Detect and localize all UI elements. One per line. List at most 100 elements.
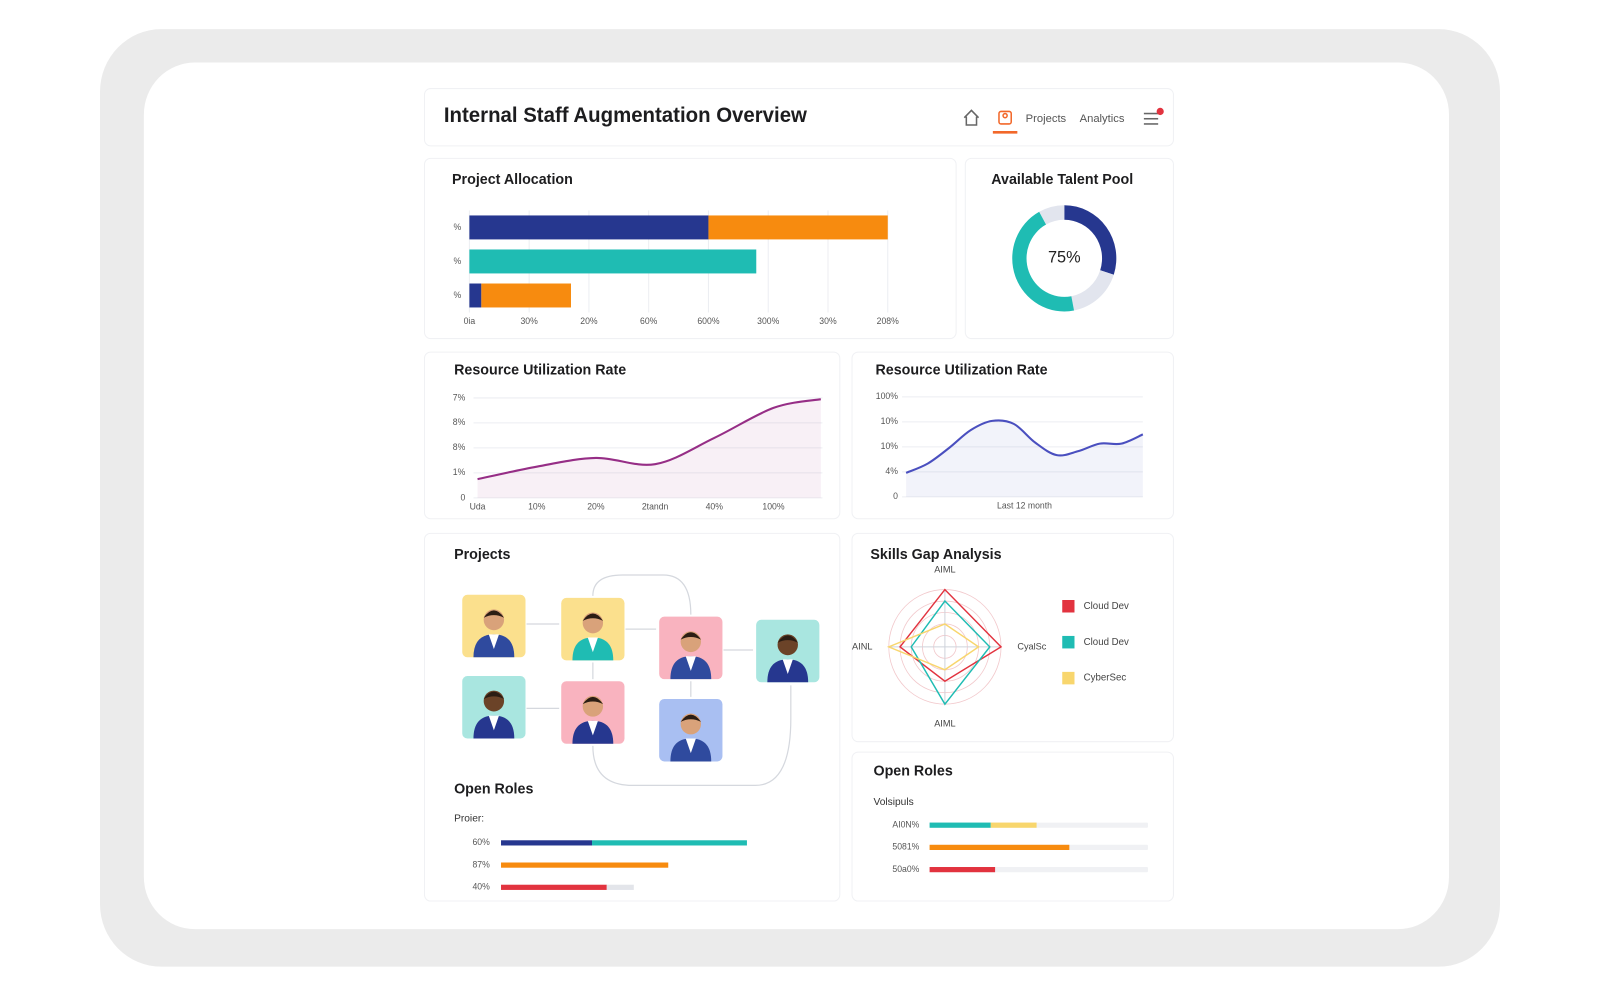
x-tick-label: 300% [757, 316, 779, 326]
bar-segment [469, 249, 757, 274]
legend-label: CyberSec [1084, 673, 1127, 684]
avatar-shirt [488, 634, 499, 649]
category-label: 40% [472, 882, 490, 892]
line-area [477, 399, 821, 498]
avatar-hair [777, 635, 798, 643]
radar-series [898, 588, 1003, 683]
avatar-hair [582, 613, 604, 621]
avatar-shirt [685, 656, 696, 671]
bar-segment [469, 215, 709, 240]
y-tick-label: 10% [881, 416, 899, 426]
card [851, 351, 1174, 520]
x-tick-label: Uda [470, 502, 486, 512]
header-card [423, 88, 1174, 147]
radar-axis-label: AINL [852, 641, 872, 651]
bar-segment [929, 867, 996, 873]
bar-segment [929, 844, 1070, 850]
chart-title: Open Roles [873, 764, 952, 780]
x-tick-label: 208% [877, 316, 899, 326]
bar-segment [501, 840, 593, 846]
avatar-hair [582, 696, 604, 705]
avatar [756, 619, 820, 683]
notification-dot [1156, 107, 1164, 116]
bar-segment [929, 822, 991, 828]
chart-title: Skills Gap Analysis [870, 547, 1001, 563]
donut-center-label: 75% [1048, 249, 1081, 267]
avatar-hair [680, 714, 702, 722]
category-label: 60% [472, 837, 490, 847]
x-tick-label: 20% [580, 316, 598, 326]
profile-icon[interactable] [998, 110, 1012, 125]
page-title: Internal Staff Augmentation Overview [444, 104, 808, 127]
project-flow [526, 574, 792, 787]
chart-title: Resource Utilization Rate [876, 363, 1048, 379]
legend-swatch [1062, 635, 1075, 649]
donut-segment [1071, 270, 1114, 311]
legend-label: Cloud Dev [1084, 637, 1129, 648]
y-tick-label: 0 [893, 491, 898, 501]
avatar-hair [680, 632, 702, 640]
radar-series [910, 599, 991, 706]
card [964, 157, 1174, 340]
section-title: Projects [454, 547, 510, 563]
y-tick-label: 0 [460, 492, 465, 502]
card [851, 532, 1174, 743]
nav-link[interactable]: Projects [1026, 113, 1067, 125]
avatar [659, 616, 723, 680]
bar-segment [501, 884, 607, 890]
category-label: % [454, 290, 462, 300]
menu-icon[interactable] [1143, 112, 1159, 125]
avatar-shirt [488, 715, 499, 731]
avatar-hair [483, 610, 505, 618]
legend-swatch [1062, 600, 1075, 613]
radar-axis-label: AIML [934, 718, 955, 728]
bar-segment [606, 884, 634, 890]
bar-segment [708, 215, 888, 240]
avatar-shirt [782, 659, 793, 674]
x-tick-label: 60% [640, 316, 658, 326]
home-icon[interactable] [963, 109, 980, 126]
radar-axis-label: AIML [934, 564, 955, 574]
radar-series [886, 623, 980, 671]
y-tick-label: 8% [453, 442, 466, 452]
line-area [906, 420, 1143, 497]
y-tick-label: 100% [876, 391, 898, 401]
x-tick-label: 100% [762, 502, 784, 512]
chart-title: Resource Utilization Rate [454, 363, 626, 379]
line [477, 398, 821, 481]
x-tick-label: 0ia [464, 316, 476, 326]
bar-segment [592, 840, 747, 846]
category-label: 50a0% [892, 864, 919, 874]
chart-title: Open Roles [454, 781, 533, 797]
bar-segment [469, 283, 482, 308]
donut-segment [1064, 205, 1117, 275]
card [423, 351, 841, 520]
avatar-hair [483, 691, 505, 699]
chart-subtitle: Volsipuls [873, 797, 913, 808]
category-label: 87% [472, 859, 490, 869]
x-tick-label: 20% [587, 502, 605, 512]
legend-swatch [1062, 671, 1075, 685]
avatar [561, 681, 625, 744]
nav-link[interactable]: Analytics [1080, 113, 1125, 125]
avatar [462, 676, 526, 739]
y-tick-label: 7% [453, 392, 466, 402]
y-tick-label: 8% [453, 417, 466, 427]
x-tick-label: 10% [528, 502, 546, 512]
x-tick-label: 600% [697, 316, 719, 326]
bar-segment [481, 283, 571, 308]
category-label: % [454, 222, 462, 232]
x-tick-label: 30% [819, 316, 837, 326]
avatar-shirt [587, 720, 598, 736]
avatar [561, 597, 625, 661]
bar-segment [501, 862, 669, 868]
legend-label: Cloud Dev [1084, 601, 1129, 612]
avatar [462, 594, 526, 658]
avatar-shirt [587, 637, 598, 653]
category-label: % [454, 256, 462, 266]
y-tick-label: 10% [881, 441, 899, 451]
x-axis-label: Last 12 month [997, 501, 1052, 511]
